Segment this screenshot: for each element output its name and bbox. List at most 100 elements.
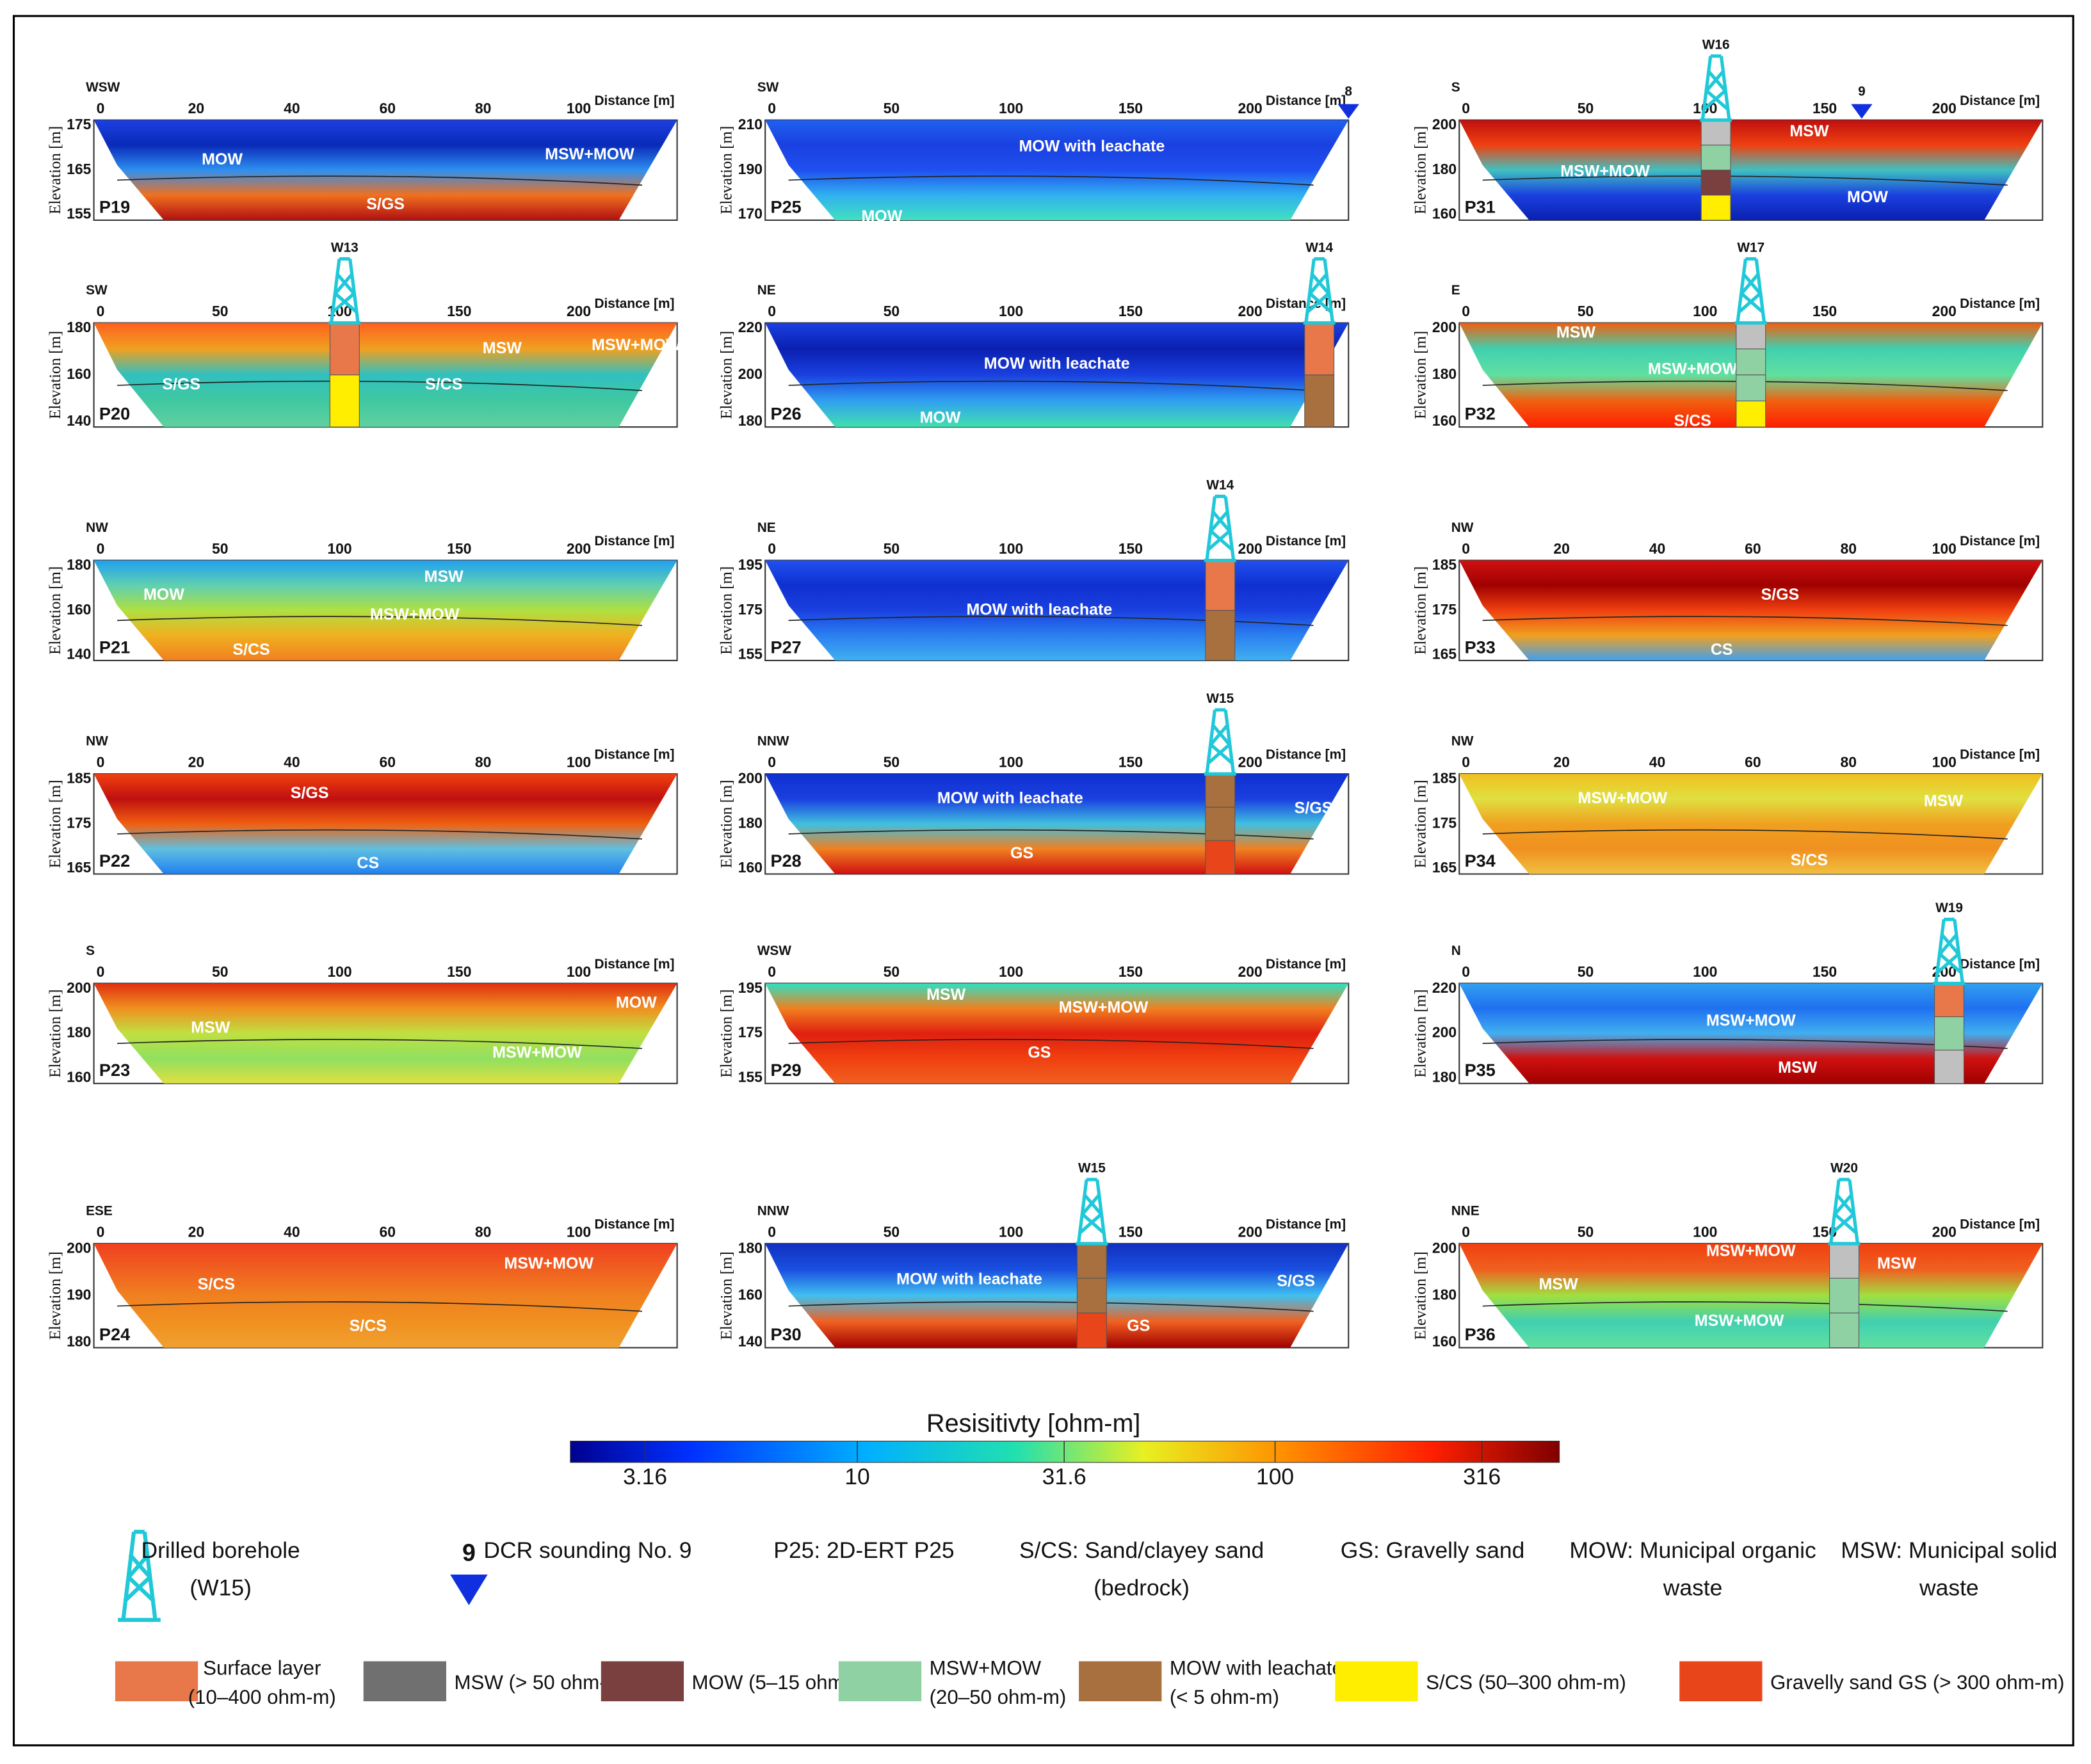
y-tick-label: 200 <box>738 365 763 382</box>
x-tick-label: 0 <box>1462 754 1470 771</box>
y-axis-label: Elevation [m] <box>47 126 64 214</box>
y-axis-label: Elevation [m] <box>1412 126 1430 214</box>
boundary-line <box>117 1301 643 1312</box>
x-tick-label: 100 <box>999 963 1023 980</box>
zone-label: MOW <box>143 586 184 604</box>
y-tick-label: 155 <box>738 1069 763 1086</box>
panel-id: P35 <box>1465 1060 1496 1080</box>
panel-id: P32 <box>1465 404 1496 424</box>
ert-panel: S0 50 100 150 100 Distance [m]200180160Elevat… <box>47 943 678 1086</box>
x-tick-label: 60 <box>379 1223 396 1240</box>
borehole-column <box>1076 1278 1107 1313</box>
x-axis-label: Distance [m] <box>594 957 674 972</box>
direction-label: E <box>1451 283 1460 298</box>
ert-panel: NW 0 20 40 60 80 100 Distance [m] 185 175 165Eleva… <box>1412 734 2044 876</box>
y-tick-label: 200 <box>738 770 763 787</box>
borehole-column <box>1700 170 1731 196</box>
colorbar-tick-label: 100 <box>1256 1464 1294 1489</box>
x-axis-label: Distance [m] <box>1960 534 2040 549</box>
ert-panel: N0 50 100 150 200 Distance [m]220200180Elevat… <box>1412 901 2044 1086</box>
x-tick-label: 150 <box>1812 963 1837 980</box>
x-tick-label: 0 <box>768 1223 776 1240</box>
x-tick-label: 0 <box>1462 100 1470 116</box>
panel-id: P27 <box>771 637 802 657</box>
zone-label: MOW <box>861 207 902 225</box>
direction-label: SW <box>757 80 779 95</box>
y-tick-label: 180 <box>738 1239 763 1256</box>
y-tick-label: 200 <box>1432 1239 1457 1256</box>
y-tick-label: 185 <box>1432 556 1457 573</box>
panel-id: P22 <box>99 851 130 870</box>
y-tick-label: 220 <box>1432 979 1457 996</box>
y-tick-label: 160 <box>67 1069 91 1086</box>
direction-label: NNW <box>757 734 789 749</box>
x-tick-label: 100 <box>567 754 591 771</box>
y-tick-label: 185 <box>1432 770 1457 787</box>
direction-label: NW <box>1451 520 1474 535</box>
panel-id: P19 <box>99 196 130 216</box>
x-tick-label: 50 <box>884 1223 900 1240</box>
borehole-column <box>329 374 360 428</box>
well-icon <box>1828 1178 1861 1246</box>
boundary-line <box>788 175 1314 186</box>
x-tick-label: 150 <box>1118 303 1143 319</box>
y-tick-label: 160 <box>1432 1333 1457 1349</box>
legend-swatches: Surface layer (10–400 ohm-m) MSW (> 50 ohm… <box>115 1656 2065 1708</box>
panel-id: P28 <box>771 851 802 870</box>
zone-label: MSW+MOW <box>1706 1011 1796 1029</box>
legend-text: DCR sounding No. 9 <box>483 1537 691 1563</box>
ert-panel: NE0 50 100 150 200 Distance [m]220200180Eleva… <box>718 240 1350 429</box>
resistivity-section <box>93 1243 677 1348</box>
x-tick-label: 200 <box>567 540 591 557</box>
legend-swatch <box>838 1661 922 1702</box>
legend-text: P25: 2D-ERT P25 <box>773 1537 954 1563</box>
y-tick-label: 175 <box>67 116 91 132</box>
x-tick-label: 100 <box>1932 754 1957 771</box>
boundary-line <box>117 175 643 186</box>
zone-label: CS <box>1711 641 1733 659</box>
y-tick-label: 160 <box>738 1286 763 1303</box>
y-axis-label: Elevation [m] <box>718 126 736 214</box>
zone-label: GS <box>1028 1043 1051 1061</box>
zone-label: MOW with leachate <box>937 789 1083 807</box>
y-axis-label: Elevation [m] <box>1412 1251 1430 1340</box>
sounding-label: 8 <box>1344 84 1352 99</box>
x-tick-label: 60 <box>379 754 396 771</box>
y-tick-label: 180 <box>67 1333 91 1349</box>
x-tick-label: 50 <box>884 540 900 557</box>
panel-id: P31 <box>1465 196 1496 216</box>
resistivity-section <box>765 983 1349 1084</box>
x-tick-label: 80 <box>475 1223 492 1240</box>
y-tick-label: 180 <box>738 412 763 429</box>
borehole-column <box>1934 1016 1964 1051</box>
x-axis-label: Distance [m] <box>1266 1217 1346 1231</box>
zone-label: S/CS <box>350 1317 387 1335</box>
y-tick-label: 180 <box>1432 365 1457 382</box>
zone-label: S/GS <box>291 784 329 802</box>
x-axis-label: Distance [m] <box>594 296 674 311</box>
x-tick-label: 80 <box>1841 540 1857 557</box>
legend-text: (bedrock) <box>1094 1575 1190 1600</box>
y-axis-label: Elevation [m] <box>1412 566 1430 655</box>
y-tick-label: 180 <box>738 814 763 831</box>
direction-label: NE <box>757 283 776 298</box>
x-tick-label: 50 <box>884 303 900 319</box>
direction-label: N <box>1451 943 1461 958</box>
well-icon <box>118 1530 161 1622</box>
x-tick-label: 100 <box>999 754 1023 771</box>
zone-label: MSW+MOW <box>1648 360 1738 378</box>
y-tick-label: 200 <box>1432 116 1457 132</box>
x-tick-label: 100 <box>567 963 591 980</box>
borehole-column <box>1304 322 1335 376</box>
x-tick-label: 50 <box>212 963 229 980</box>
borehole-column <box>1076 1243 1107 1279</box>
legend-text: MSW+MOW <box>930 1656 1042 1679</box>
x-axis-label: Distance [m] <box>1266 296 1346 311</box>
resistivity-section <box>93 120 677 220</box>
borehole-column <box>329 322 360 376</box>
ert-panel: WSW 0 20 40 60 80 100 Distance [m] 175 165 155Elev… <box>47 80 678 222</box>
well-label: W20 <box>1830 1161 1858 1176</box>
legend-symbols: Drilled borehole (W15) 9 DCR sounding No. 9… <box>118 1530 2057 1622</box>
legend-text: S/CS (50–300 ohm-m) <box>1426 1671 1626 1694</box>
